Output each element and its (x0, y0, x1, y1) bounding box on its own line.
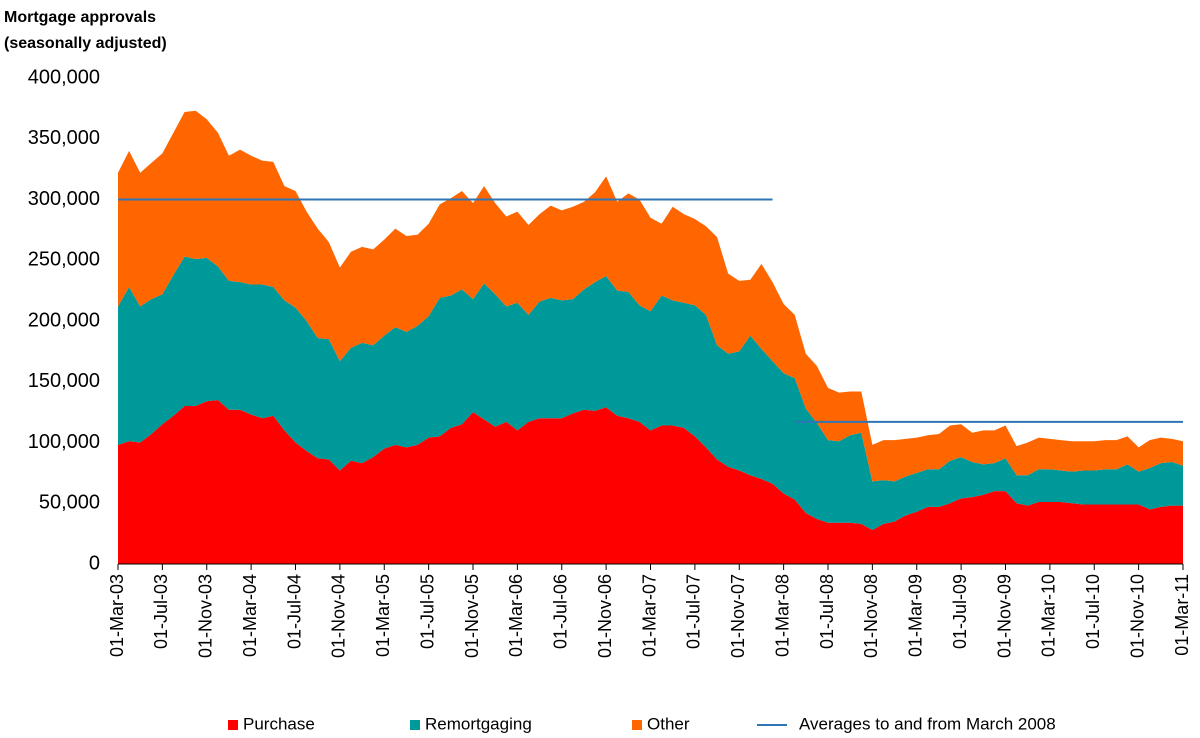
x-tick-label: 01-Jul-07 (684, 574, 704, 649)
chart-title: Mortgage approvals (4, 9, 156, 26)
x-tick-label: 01-Jul-09 (950, 574, 970, 649)
x-tick-label: 01-Mar-04 (240, 574, 260, 657)
legend-swatch (410, 720, 420, 730)
area (118, 256, 1183, 530)
x-tick-label: 01-Mar-05 (373, 574, 393, 657)
x-tick-label: 01-Mar-07 (639, 574, 659, 657)
area (118, 110, 1183, 482)
y-tick-label: 400,000 (28, 66, 100, 88)
x-tick-label: 01-Nov-10 (1127, 574, 1147, 658)
y-tick-label: 0 (89, 552, 100, 574)
x-tick-label: 01-Jul-04 (284, 574, 304, 649)
x-tick-label: 01-Jul-06 (551, 574, 571, 649)
x-tick-label: 01-Jul-03 (151, 574, 171, 649)
legend-label: Remortgaging (425, 714, 532, 733)
x-tick-label: 01-Jul-10 (1083, 574, 1103, 649)
x-tick-label: 01-Nov-09 (994, 574, 1014, 658)
y-tick-label: 150,000 (28, 370, 100, 392)
y-tick-label: 50,000 (39, 492, 100, 514)
average-line (118, 198, 1183, 423)
x-tick-label: 01-Mar-10 (1039, 574, 1059, 657)
y-tick-label: 350,000 (28, 127, 100, 149)
chart-subtitle: (seasonally adjusted) (4, 35, 167, 52)
area (118, 399, 1183, 564)
x-tick-label: 01-Mar-08 (772, 574, 792, 657)
x-tick-label: 01-Mar-03 (107, 574, 127, 657)
x-tick-label: 01-Mar-09 (906, 574, 926, 657)
x-tick-label: 01-Nov-05 (462, 574, 482, 658)
x-tick-label: 01-Nov-06 (595, 574, 615, 658)
x-tick-label: 01-Mar-11 (1172, 574, 1192, 656)
x-tick-label: 01-Jul-08 (817, 574, 837, 649)
x-tick-label: 01-Mar-06 (506, 574, 526, 657)
legend-swatch (228, 720, 238, 730)
x-tick-label: 01-Nov-07 (728, 574, 748, 658)
legend-label: Averages to and from March 2008 (799, 714, 1056, 733)
legend-label: Other (647, 714, 690, 733)
x-tick-label: 01-Nov-08 (861, 574, 881, 658)
x-tick-label: 01-Jul-05 (417, 574, 437, 649)
y-tick-label: 250,000 (28, 249, 100, 271)
x-tick-label: 01-Nov-03 (196, 574, 216, 658)
y-tick-label: 300,000 (28, 188, 100, 210)
y-tick-label: 100,000 (28, 431, 100, 453)
x-tick-label: 01-Nov-04 (329, 574, 349, 658)
legend-label: Purchase (243, 714, 315, 733)
legend-swatch (632, 720, 642, 730)
y-tick-label: 200,000 (28, 309, 100, 331)
